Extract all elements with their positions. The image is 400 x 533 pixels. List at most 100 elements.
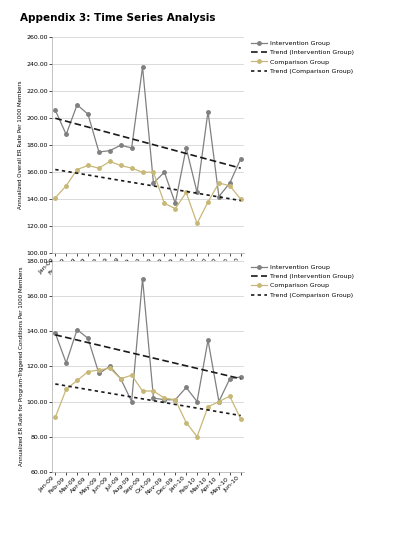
Comparison Group (129, 372, 134, 378)
Intervention Group (162, 169, 167, 175)
Intervention Group (216, 398, 221, 405)
Trend (Intervention Group) (238, 376, 243, 382)
Trend (Intervention Group) (108, 344, 112, 351)
Trend (Comparison Group) (75, 384, 80, 391)
Comparison Group (108, 158, 112, 165)
Trend (Intervention Group) (129, 350, 134, 356)
Intervention Group (108, 364, 112, 370)
Comparison Group (206, 403, 210, 410)
Comparison Group (140, 169, 145, 175)
Comparison Group (86, 368, 90, 375)
Trend (Comparison Group) (184, 403, 188, 409)
Trend (Comparison Group) (162, 184, 167, 191)
Trend (Intervention Group) (118, 347, 123, 353)
Trend (Comparison Group) (206, 407, 210, 413)
Trend (Comparison Group) (216, 193, 221, 200)
Intervention Group (195, 189, 200, 196)
Trend (Comparison Group) (108, 175, 112, 182)
Comparison Group (184, 189, 188, 196)
Intervention Group (53, 330, 58, 336)
Intervention Group (118, 142, 123, 148)
Line: Trend (Intervention Group): Trend (Intervention Group) (55, 118, 241, 168)
Comparison Group (238, 416, 243, 422)
Intervention Group (64, 131, 68, 138)
Trend (Comparison Group) (173, 401, 178, 408)
Intervention Group (206, 108, 210, 115)
Trend (Comparison Group) (86, 386, 90, 393)
Trend (Intervention Group) (86, 124, 90, 130)
Intervention Group (195, 398, 200, 405)
Trend (Comparison Group) (86, 172, 90, 178)
Comparison Group (228, 393, 232, 399)
Trend (Comparison Group) (195, 190, 200, 197)
Comparison Group (162, 200, 167, 206)
Intervention Group (75, 102, 80, 108)
Trend (Intervention Group) (173, 147, 178, 154)
Comparison Group (195, 220, 200, 227)
Trend (Intervention Group) (86, 340, 90, 346)
Trend (Comparison Group) (53, 381, 58, 387)
Trend (Intervention Group) (162, 144, 167, 151)
Trend (Intervention Group) (195, 153, 200, 159)
Intervention Group (108, 148, 112, 154)
Legend: Intervention Group, Trend (Intervention Group), Comparison Group, Trend (Compari: Intervention Group, Trend (Intervention … (251, 41, 354, 74)
Comparison Group (75, 166, 80, 173)
Trend (Comparison Group) (75, 170, 80, 176)
Y-axis label: Annualized ER Rate for Program-Triggered Conditions Per 1000 Members: Annualized ER Rate for Program-Triggered… (18, 266, 24, 466)
Comparison Group (195, 433, 200, 440)
Intervention Group (228, 376, 232, 382)
Trend (Intervention Group) (53, 115, 58, 122)
Trend (Intervention Group) (96, 342, 101, 349)
Trend (Intervention Group) (140, 352, 145, 359)
Intervention Group (206, 337, 210, 343)
Trend (Comparison Group) (151, 183, 156, 189)
Line: Comparison Group: Comparison Group (54, 367, 242, 438)
Trend (Comparison Group) (129, 179, 134, 185)
Intervention Group (86, 111, 90, 117)
Trend (Comparison Group) (108, 390, 112, 397)
Intervention Group (96, 149, 101, 155)
Trend (Intervention Group) (108, 130, 112, 136)
Trend (Intervention Group) (53, 332, 58, 338)
Trend (Intervention Group) (206, 368, 210, 374)
Trend (Comparison Group) (228, 196, 232, 202)
Trend (Intervention Group) (184, 150, 188, 157)
Trend (Comparison Group) (118, 177, 123, 184)
Trend (Comparison Group) (206, 192, 210, 198)
Line: Trend (Comparison Group): Trend (Comparison Group) (55, 384, 241, 416)
Trend (Comparison Group) (53, 166, 58, 173)
Trend (Comparison Group) (140, 395, 145, 402)
Comparison Group (75, 377, 80, 384)
Trend (Comparison Group) (96, 174, 101, 180)
Trend (Comparison Group) (64, 383, 68, 389)
Comparison Group (184, 419, 188, 426)
Intervention Group (238, 374, 243, 380)
Trend (Intervention Group) (118, 133, 123, 139)
Trend (Comparison Group) (184, 188, 188, 195)
Trend (Comparison Group) (173, 187, 178, 193)
Trend (Intervention Group) (228, 373, 232, 379)
Trend (Intervention Group) (184, 362, 188, 369)
Intervention Group (151, 395, 156, 401)
Intervention Group (96, 370, 101, 377)
Trend (Intervention Group) (162, 358, 167, 364)
Trend (Intervention Group) (140, 139, 145, 145)
Comparison Group (64, 386, 68, 392)
Trend (Comparison Group) (118, 392, 123, 398)
Intervention Group (129, 145, 134, 151)
Intervention Group (118, 376, 123, 382)
Line: Trend (Intervention Group): Trend (Intervention Group) (55, 335, 241, 379)
Intervention Group (238, 156, 243, 162)
Comparison Group (96, 165, 101, 172)
Comparison Group (216, 180, 221, 186)
Trend (Intervention Group) (75, 121, 80, 127)
Trend (Comparison Group) (238, 413, 243, 419)
Comparison Group (140, 388, 145, 394)
Intervention Group (173, 397, 178, 403)
Comparison Group (216, 398, 221, 405)
Intervention Group (151, 180, 156, 186)
Line: Comparison Group: Comparison Group (54, 160, 242, 225)
Intervention Group (129, 398, 134, 405)
Y-axis label: Annualized Overall ER Rate Per 1000 Members: Annualized Overall ER Rate Per 1000 Memb… (18, 81, 24, 209)
Text: Appendix 3: Time Series Analysis: Appendix 3: Time Series Analysis (20, 13, 216, 23)
